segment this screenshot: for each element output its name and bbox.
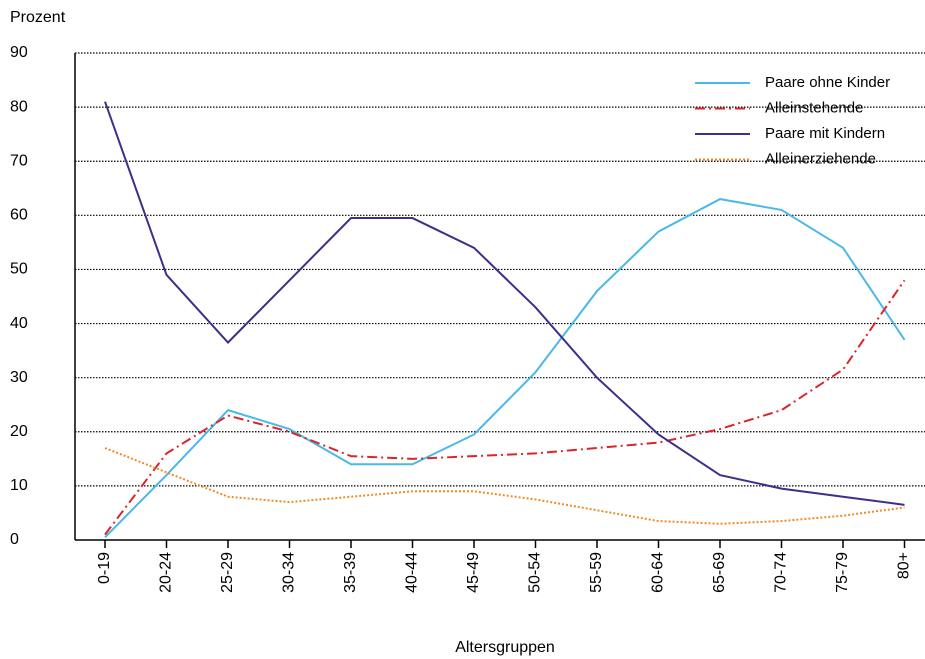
series-line	[104, 198, 906, 538]
x-tick-label: 70-74	[773, 552, 790, 593]
x-axis-label: Altersgruppen	[455, 639, 555, 656]
x-tick-label: 0-19	[96, 552, 113, 584]
y-tick-label: 50	[10, 261, 28, 278]
x-tick-label: 55-59	[588, 552, 605, 593]
series-line	[104, 279, 906, 536]
y-tick-label: 20	[10, 423, 28, 440]
legend-label: Paare ohne Kinder	[765, 74, 890, 91]
y-tick-label: 0	[10, 531, 19, 548]
x-tick-label: 35-39	[342, 552, 359, 593]
legend-label: Alleinstehende	[765, 99, 863, 116]
legend-label: Paare mit Kindern	[765, 125, 885, 142]
x-tick-label: 80+	[896, 552, 913, 579]
x-tick-label: 60-64	[650, 552, 667, 593]
x-tick-label: 30-34	[281, 552, 298, 593]
x-tick-label: 40-44	[404, 552, 421, 593]
x-tick-label: 20-24	[158, 552, 175, 593]
y-tick-label: 10	[10, 477, 28, 494]
x-tick-label: 75-79	[834, 552, 851, 593]
y-tick-label: 80	[10, 98, 28, 115]
y-axis-label: Prozent	[10, 9, 66, 26]
y-tick-label: 60	[10, 207, 28, 224]
y-tick-label: 30	[10, 369, 28, 386]
y-tick-label: 90	[10, 44, 28, 61]
series-line	[104, 101, 905, 506]
y-tick-label: 70	[10, 152, 28, 169]
x-tick-label: 45-49	[465, 552, 482, 593]
legend-label: Alleinerziehende	[765, 150, 876, 167]
x-tick-label: 25-29	[219, 552, 236, 593]
y-tick-label: 40	[10, 315, 28, 332]
x-tick-label: 65-69	[711, 552, 728, 593]
x-tick-label: 50-54	[527, 552, 544, 593]
